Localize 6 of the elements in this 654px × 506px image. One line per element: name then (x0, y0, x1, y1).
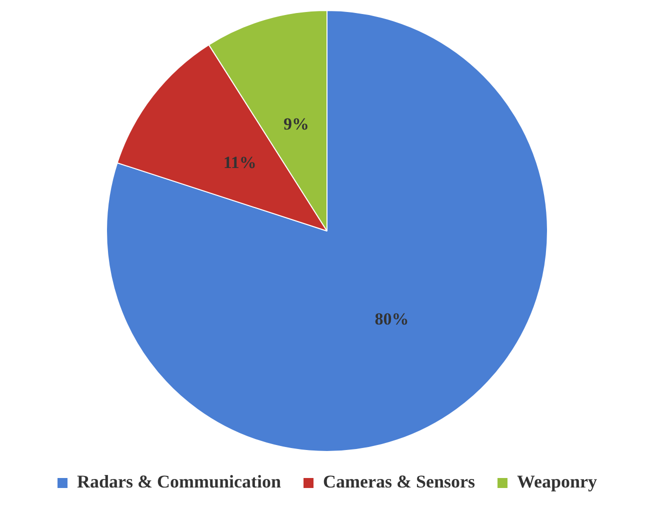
data-label: 80% (374, 310, 409, 329)
data-label: 11% (223, 152, 256, 172)
legend-label: Cameras & Sensors (323, 472, 475, 492)
legend-label: Radars & Communication (77, 472, 282, 492)
data-label: 9% (283, 114, 309, 134)
legend-label: Weaponry (516, 472, 598, 492)
